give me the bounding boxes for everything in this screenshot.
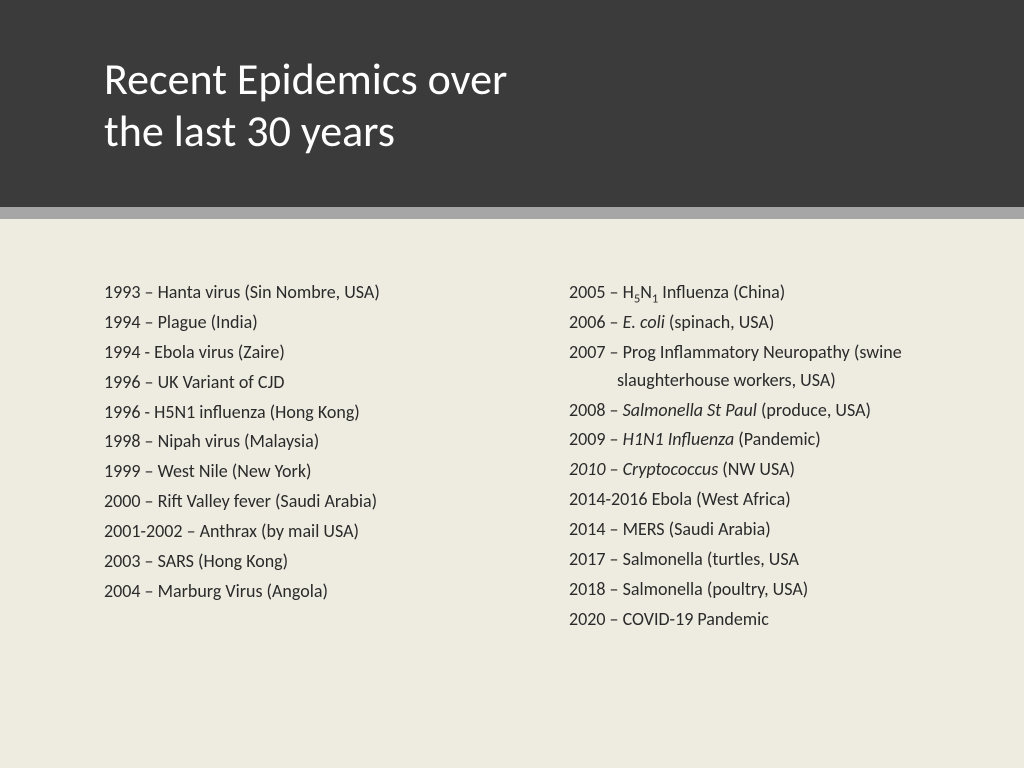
list-item: 2007 – Prog Inflammatory Neuropathy (swi… (569, 339, 964, 395)
list-item: 2009 – H1N1 Influenza (Pandemic) (569, 426, 964, 454)
list-item: 2005 – H5N1 Influenza (China) (569, 279, 964, 307)
list-item: 1999 – West Nile (New York) (104, 458, 499, 486)
list-item: 2018 – Salmonella (poultry, USA) (569, 576, 964, 604)
list-item: 2010 – Cryptococcus (NW USA) (569, 456, 964, 484)
title-line-2: the last 30 years (104, 104, 395, 158)
slide-header: Recent Epidemics over the last 30 years (0, 0, 1024, 207)
list-item: 2006 – E. coli (spinach, USA) (569, 309, 964, 337)
right-column: 2005 – H5N1 Influenza (China)2006 – E. c… (569, 279, 964, 636)
list-item: 2000 – Rift Valley fever (Saudi Arabia) (104, 488, 499, 516)
list-item: 1996 - H5N1 influenza (Hong Kong) (104, 399, 499, 427)
list-item: 1993 – Hanta virus (Sin Nombre, USA) (104, 279, 499, 307)
list-item: 2014-2016 Ebola (West Africa) (569, 486, 964, 514)
left-column: 1993 – Hanta virus (Sin Nombre, USA)1994… (104, 279, 499, 636)
list-item: 2004 – Marburg Virus (Angola) (104, 578, 499, 606)
slide-title: Recent Epidemics over the last 30 years (104, 54, 1024, 158)
list-item: 1994 - Ebola virus (Zaire) (104, 339, 499, 367)
list-item: 2008 – Salmonella St Paul (produce, USA) (569, 397, 964, 425)
list-item: 2014 – MERS (Saudi Arabia) (569, 516, 964, 544)
list-item: 2017 – Salmonella (turtles, USA (569, 546, 964, 574)
list-item: 1994 – Plague (India) (104, 309, 499, 337)
list-item: 2001-2002 – Anthrax (by mail USA) (104, 518, 499, 546)
list-item: 1996 – UK Variant of CJD (104, 369, 499, 397)
header-divider (0, 207, 1024, 219)
list-item: 2003 – SARS (Hong Kong) (104, 548, 499, 576)
slide-body: 1993 – Hanta virus (Sin Nombre, USA)1994… (0, 219, 1024, 636)
list-item: 2020 – COVID-19 Pandemic (569, 606, 964, 634)
list-item: 1998 – Nipah virus (Malaysia) (104, 428, 499, 456)
title-line-1: Recent Epidemics over (104, 52, 507, 106)
